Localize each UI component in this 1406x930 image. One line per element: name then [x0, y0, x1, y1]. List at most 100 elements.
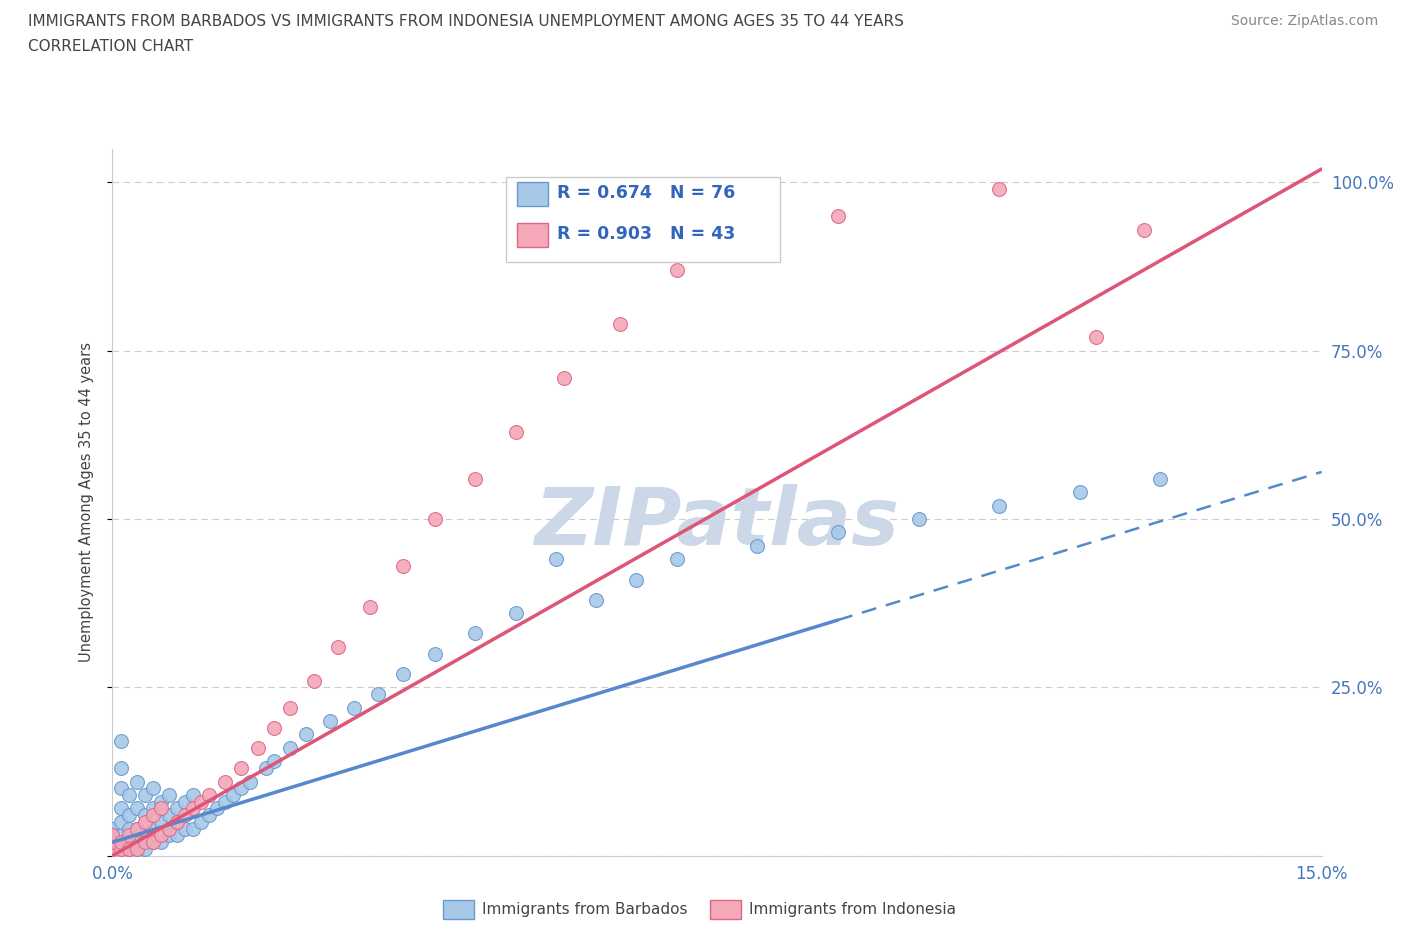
Point [988, 498, 1011, 513]
Point [665, 552, 688, 567]
Point [134, 815, 156, 830]
Point [214, 794, 236, 809]
Point [125, 848, 148, 863]
Text: CORRELATION CHART: CORRELATION CHART [28, 39, 193, 54]
Point [464, 472, 486, 486]
Point [117, 808, 139, 823]
Point [190, 794, 212, 809]
Point [665, 262, 688, 277]
Point [231, 781, 253, 796]
Point [101, 835, 124, 850]
Point [214, 774, 236, 789]
Point [391, 559, 413, 574]
Point [544, 552, 567, 567]
Point [295, 727, 318, 742]
Point [505, 424, 527, 439]
Point [117, 842, 139, 857]
Point [747, 538, 769, 553]
Point [1133, 222, 1156, 237]
Point [149, 835, 172, 850]
Point [157, 788, 180, 803]
Point [423, 646, 446, 661]
Point [110, 848, 132, 863]
Point [117, 828, 139, 843]
Point [190, 815, 212, 830]
Point [101, 828, 124, 843]
Point [142, 801, 165, 816]
Point [585, 592, 607, 607]
Point [134, 788, 156, 803]
Point [142, 821, 165, 836]
Point [110, 781, 132, 796]
Point [609, 316, 631, 331]
Point [1069, 485, 1091, 499]
Point [254, 761, 277, 776]
Point [263, 754, 285, 769]
Point [149, 828, 172, 843]
Point [117, 835, 139, 850]
Point [207, 801, 229, 816]
Point [238, 774, 260, 789]
Point [110, 842, 132, 857]
Point [110, 734, 132, 749]
Point [125, 821, 148, 836]
Point [110, 801, 132, 816]
Point [343, 700, 366, 715]
Point [626, 572, 648, 587]
Point [328, 640, 350, 655]
Point [142, 835, 165, 850]
Point [181, 788, 204, 803]
Point [142, 835, 165, 850]
Point [827, 525, 849, 540]
Point [125, 774, 148, 789]
Point [110, 848, 132, 863]
Point [246, 740, 269, 755]
Point [319, 713, 342, 728]
Point [166, 828, 188, 843]
Point [110, 761, 132, 776]
Point [142, 781, 165, 796]
Point [101, 828, 124, 843]
Point [359, 599, 381, 614]
Point [125, 801, 148, 816]
Point [157, 821, 180, 836]
Point [166, 815, 188, 830]
Point [423, 512, 446, 526]
Point [101, 842, 124, 857]
Point [110, 828, 132, 843]
Point [134, 842, 156, 857]
Point [125, 835, 148, 850]
Text: IMMIGRANTS FROM BARBADOS VS IMMIGRANTS FROM INDONESIA UNEMPLOYMENT AMONG AGES 35: IMMIGRANTS FROM BARBADOS VS IMMIGRANTS F… [28, 14, 904, 29]
Text: R = 0.903   N = 43: R = 0.903 N = 43 [557, 225, 735, 244]
Point [231, 761, 253, 776]
Point [1084, 330, 1107, 345]
Point [110, 815, 132, 830]
Point [827, 208, 849, 223]
Point [117, 821, 139, 836]
Point [391, 667, 413, 682]
Point [198, 788, 221, 803]
Point [149, 815, 172, 830]
Point [101, 821, 124, 836]
Y-axis label: Unemployment Among Ages 35 to 44 years: Unemployment Among Ages 35 to 44 years [79, 342, 94, 662]
Point [134, 828, 156, 843]
Point [174, 794, 197, 809]
Point [149, 801, 172, 816]
Point [101, 835, 124, 850]
Point [278, 700, 301, 715]
Point [142, 808, 165, 823]
Point [134, 835, 156, 850]
Point [157, 828, 180, 843]
Point [117, 788, 139, 803]
Point [367, 686, 389, 701]
Point [101, 835, 124, 850]
Point [747, 235, 769, 250]
Point [464, 626, 486, 641]
Point [134, 808, 156, 823]
Point [101, 842, 124, 857]
Point [988, 181, 1011, 196]
Text: Immigrants from Barbados: Immigrants from Barbados [482, 902, 688, 917]
Text: ZIPatlas: ZIPatlas [534, 485, 900, 563]
Point [181, 801, 204, 816]
Point [278, 740, 301, 755]
